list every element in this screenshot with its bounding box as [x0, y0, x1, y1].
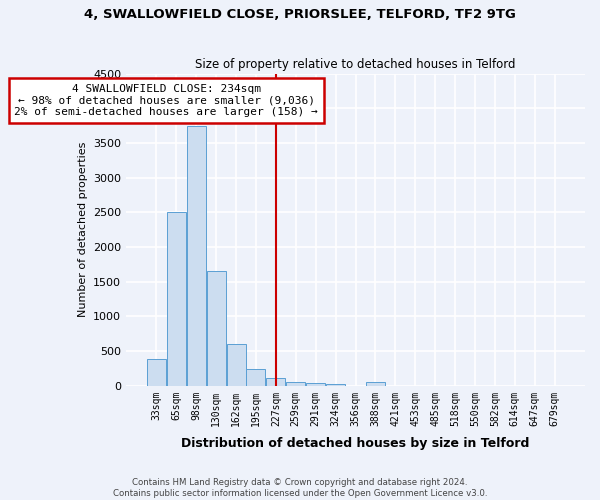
Bar [167, 212, 186, 386]
Bar [286, 382, 305, 386]
Text: 4, SWALLOWFIELD CLOSE, PRIORSLEE, TELFORD, TF2 9TG: 4, SWALLOWFIELD CLOSE, PRIORSLEE, TELFOR… [84, 8, 516, 20]
Bar [306, 382, 325, 386]
Bar [187, 126, 206, 386]
Bar [227, 344, 245, 386]
Y-axis label: Number of detached properties: Number of detached properties [77, 142, 88, 318]
Bar [147, 360, 166, 386]
Bar [206, 272, 226, 386]
X-axis label: Distribution of detached houses by size in Telford: Distribution of detached houses by size … [181, 437, 530, 450]
Bar [247, 370, 265, 386]
Title: Size of property relative to detached houses in Telford: Size of property relative to detached ho… [195, 58, 516, 71]
Bar [366, 382, 385, 386]
Text: Contains HM Land Registry data © Crown copyright and database right 2024.
Contai: Contains HM Land Registry data © Crown c… [113, 478, 487, 498]
Bar [266, 378, 286, 386]
Bar [326, 384, 345, 386]
Text: 4 SWALLOWFIELD CLOSE: 234sqm
← 98% of detached houses are smaller (9,036)
2% of : 4 SWALLOWFIELD CLOSE: 234sqm ← 98% of de… [14, 84, 318, 117]
